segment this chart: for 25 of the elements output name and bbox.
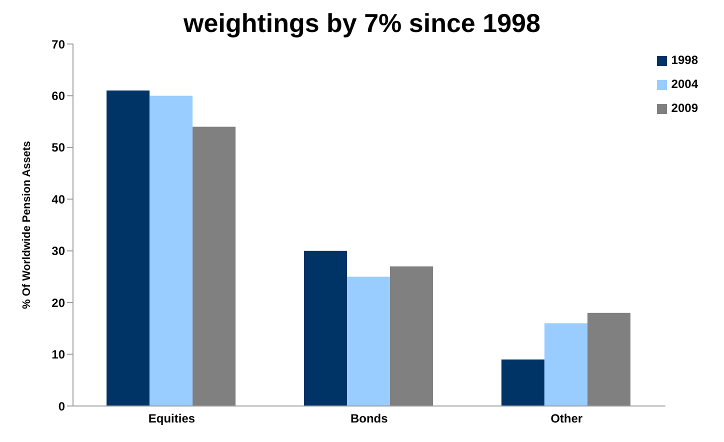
bar	[501, 359, 544, 406]
bar	[304, 250, 347, 406]
legend-label: 2009	[671, 101, 698, 115]
bar	[544, 323, 588, 406]
y-axis-title: % Of Worldwide Pension Assets	[20, 140, 33, 310]
y-tick-label: 60	[52, 88, 66, 103]
y-tick-label: 50	[52, 140, 66, 155]
chart-title: weightings by 7% since 1998	[182, 8, 542, 38]
x-tick-label: Bonds	[350, 412, 388, 426]
bar	[346, 276, 390, 406]
bar	[587, 312, 630, 406]
bar	[192, 126, 236, 406]
x-tick-label: Equities	[148, 412, 196, 426]
y-tick-label: 10	[52, 348, 66, 362]
y-tick-label: 40	[52, 192, 66, 206]
legend-label: 2004	[671, 77, 698, 91]
bar	[390, 266, 433, 406]
y-tick-label: 30	[52, 244, 66, 258]
bar	[150, 96, 193, 406]
x-tick-label: Other	[550, 412, 583, 426]
y-tick-label: 20	[52, 296, 66, 310]
y-tick-label: 70	[52, 37, 66, 52]
bar	[106, 90, 150, 406]
legend-label: 1998	[671, 53, 698, 67]
y-tick-label: 0	[58, 399, 66, 414]
